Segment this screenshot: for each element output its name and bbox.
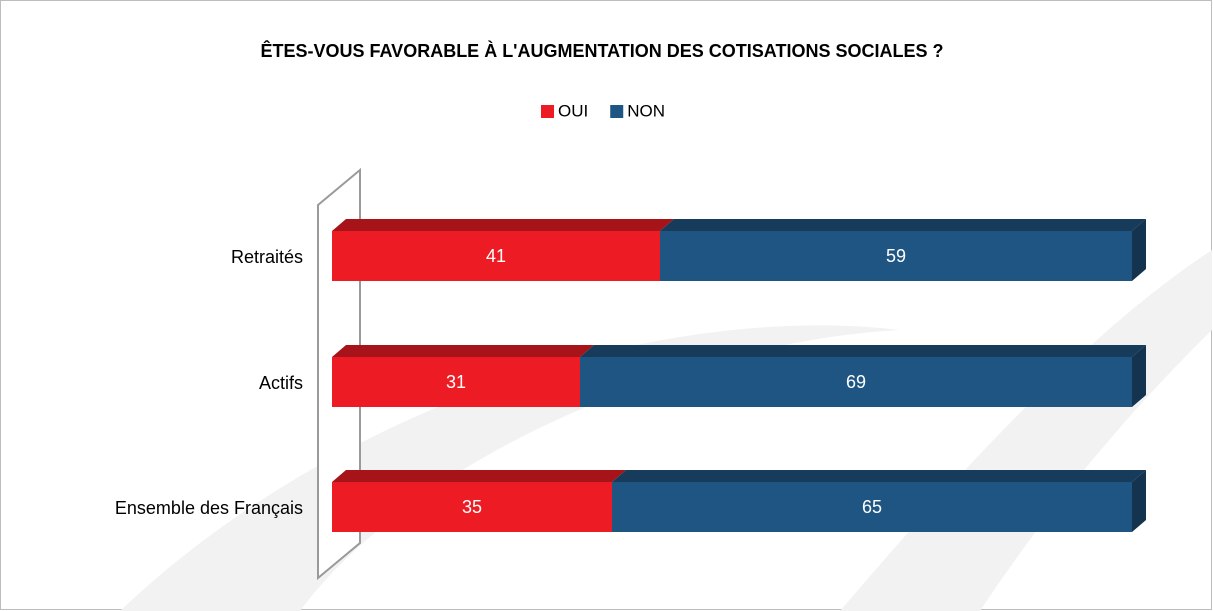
y-tick-label: Ensemble des Français — [115, 498, 303, 518]
bar — [580, 357, 1132, 407]
bar — [660, 231, 1132, 281]
bar — [612, 482, 1132, 532]
bar-side — [1132, 470, 1146, 532]
data-label: 35 — [462, 497, 482, 517]
bar — [332, 482, 612, 532]
y-tick-label: Actifs — [259, 373, 303, 393]
legend-label: NON — [627, 101, 665, 120]
bar-top — [612, 470, 1146, 482]
bar-top — [332, 470, 626, 482]
legend-swatch — [610, 105, 624, 118]
bar-top — [332, 345, 594, 357]
data-label: 59 — [886, 246, 906, 266]
legend-label: OUI — [558, 101, 588, 120]
data-label: 69 — [846, 372, 866, 392]
y-tick-label: Retraités — [231, 247, 303, 267]
chart-title: ÊTES-VOUS FAVORABLE À L'AUGMENTATION DES… — [261, 40, 944, 61]
bar-top — [332, 219, 674, 231]
bar — [332, 231, 660, 281]
data-label: 31 — [446, 372, 466, 392]
background-swoosh — [120, 325, 900, 611]
bar — [332, 357, 580, 407]
bar-top — [580, 345, 1146, 357]
legend-swatch — [541, 105, 554, 118]
bar-side — [1132, 345, 1146, 407]
bar-side — [1132, 219, 1146, 281]
data-label: 65 — [862, 497, 882, 517]
bar-top — [660, 219, 1146, 231]
data-label: 41 — [486, 246, 506, 266]
